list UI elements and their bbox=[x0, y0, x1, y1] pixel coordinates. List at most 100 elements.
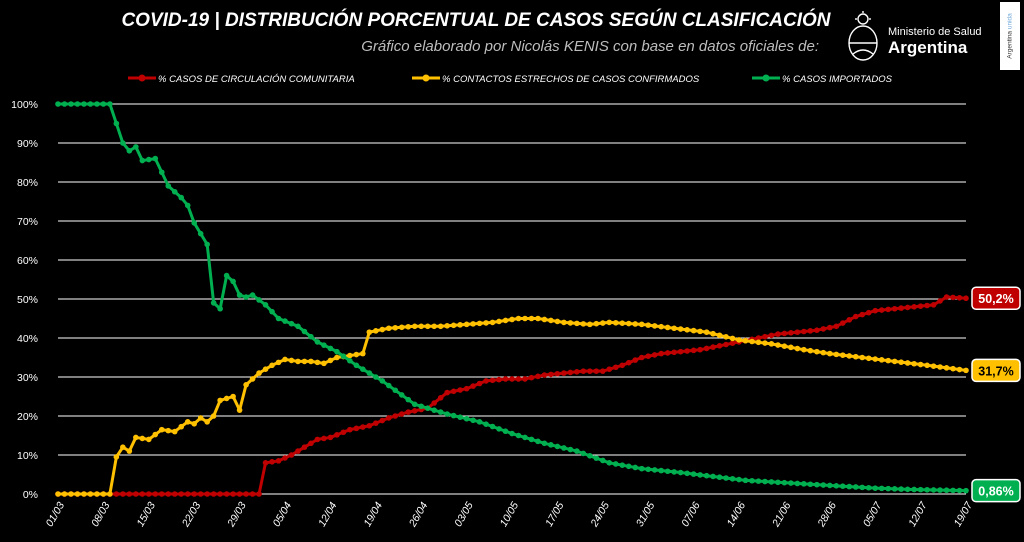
data-point bbox=[81, 101, 87, 107]
legend-label: % CASOS IMPORTADOS bbox=[782, 74, 893, 85]
data-point bbox=[651, 323, 658, 329]
data-point bbox=[431, 400, 437, 406]
data-point bbox=[943, 487, 950, 494]
data-point bbox=[600, 368, 606, 374]
data-point bbox=[742, 477, 749, 484]
y-tick-label: 20% bbox=[17, 411, 38, 423]
data-point bbox=[502, 428, 509, 435]
data-point bbox=[593, 368, 600, 374]
data-point bbox=[295, 448, 301, 454]
legend-label: % CASOS DE CIRCULACIÓN COMUNITARIA bbox=[158, 74, 355, 85]
data-point bbox=[139, 435, 146, 442]
y-tick-label: 40% bbox=[17, 333, 38, 345]
data-point bbox=[827, 324, 833, 331]
data-point bbox=[768, 479, 775, 485]
data-point bbox=[859, 484, 866, 491]
data-point bbox=[898, 486, 904, 492]
data-point bbox=[483, 421, 489, 427]
data-point bbox=[74, 491, 81, 497]
data-point bbox=[852, 313, 859, 320]
data-point bbox=[275, 359, 282, 366]
data-point bbox=[898, 305, 904, 311]
data-point bbox=[515, 432, 522, 439]
data-point bbox=[94, 491, 100, 497]
data-point bbox=[463, 321, 470, 328]
data-point bbox=[223, 491, 230, 497]
data-point bbox=[230, 393, 236, 400]
y-tick-label: 0% bbox=[23, 489, 38, 501]
data-point bbox=[489, 377, 496, 384]
data-point bbox=[282, 356, 288, 363]
data-point bbox=[865, 309, 872, 316]
data-point bbox=[775, 331, 781, 337]
data-point bbox=[385, 382, 392, 389]
data-point bbox=[548, 371, 554, 378]
data-point bbox=[314, 436, 321, 443]
data-point bbox=[723, 475, 729, 481]
data-point bbox=[541, 316, 548, 323]
data-point bbox=[269, 308, 275, 315]
data-point bbox=[308, 333, 314, 340]
data-point bbox=[561, 445, 567, 451]
data-point bbox=[100, 491, 107, 497]
data-point bbox=[165, 491, 172, 497]
data-point bbox=[470, 417, 476, 424]
data-point bbox=[548, 317, 554, 324]
data-point bbox=[561, 370, 567, 376]
data-point bbox=[133, 434, 139, 441]
data-point bbox=[574, 448, 580, 454]
data-point bbox=[178, 491, 185, 497]
data-point bbox=[301, 328, 308, 335]
data-point bbox=[580, 368, 587, 374]
y-tick-label: 100% bbox=[11, 99, 38, 111]
data-point bbox=[217, 305, 223, 312]
data-point bbox=[68, 491, 74, 497]
data-point bbox=[794, 329, 801, 335]
data-point bbox=[710, 473, 716, 480]
data-point bbox=[736, 476, 742, 483]
data-point bbox=[885, 306, 891, 313]
data-point bbox=[619, 362, 626, 369]
x-tick-label: 07/06 bbox=[679, 500, 703, 529]
data-point bbox=[236, 491, 243, 497]
data-point bbox=[963, 367, 969, 374]
data-point bbox=[450, 388, 457, 395]
x-tick-label: 31/05 bbox=[634, 500, 658, 529]
data-point bbox=[126, 148, 133, 154]
data-point bbox=[373, 374, 379, 380]
data-point bbox=[158, 491, 165, 497]
data-point bbox=[807, 481, 814, 488]
data-point bbox=[814, 481, 820, 488]
data-point bbox=[924, 362, 930, 369]
data-point bbox=[165, 183, 172, 189]
data-point bbox=[171, 491, 178, 497]
data-point bbox=[327, 357, 334, 364]
chart-title: COVID-19 | DISTRIBUCIÓN PORCENTUAL DE CA… bbox=[121, 10, 831, 31]
data-point bbox=[852, 484, 859, 490]
data-point bbox=[632, 464, 639, 471]
ministry-line1: Ministerio de Salud bbox=[888, 26, 982, 38]
data-point bbox=[230, 278, 236, 285]
data-point bbox=[269, 459, 275, 465]
data-point bbox=[379, 326, 386, 333]
data-point bbox=[437, 395, 444, 401]
data-point bbox=[781, 343, 788, 349]
x-tick-label: 17/05 bbox=[543, 500, 567, 529]
data-point bbox=[81, 491, 87, 497]
data-point bbox=[334, 348, 340, 355]
data-point bbox=[762, 333, 768, 340]
data-point bbox=[814, 327, 820, 334]
x-tick-label: 03/05 bbox=[452, 500, 476, 529]
data-point bbox=[593, 455, 600, 461]
y-tick-label: 80% bbox=[17, 177, 38, 189]
data-point bbox=[859, 311, 866, 318]
data-point bbox=[398, 411, 405, 417]
data-point bbox=[554, 443, 561, 450]
data-point bbox=[677, 469, 684, 476]
data-point bbox=[437, 323, 444, 330]
data-point bbox=[924, 302, 930, 309]
data-point bbox=[249, 491, 256, 497]
data-point bbox=[418, 403, 425, 410]
data-point bbox=[450, 412, 457, 419]
data-point bbox=[729, 475, 736, 482]
